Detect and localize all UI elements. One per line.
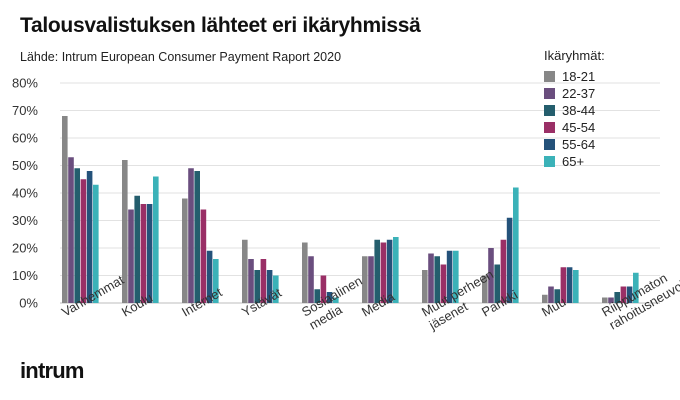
chart-source: Lähde: Intrum European Consumer Payment … bbox=[20, 50, 342, 64]
legend-label: 18-21 bbox=[562, 69, 595, 84]
legend-swatch bbox=[544, 139, 555, 150]
bar bbox=[506, 217, 513, 303]
bar bbox=[602, 297, 608, 303]
bar bbox=[614, 292, 620, 303]
bar bbox=[513, 187, 519, 303]
bar bbox=[260, 259, 267, 303]
y-tick-label: 50% bbox=[12, 158, 38, 173]
legend-label: 45-54 bbox=[562, 120, 595, 135]
bar bbox=[566, 267, 573, 303]
legend-swatch bbox=[544, 105, 555, 116]
bar bbox=[182, 198, 188, 303]
bars bbox=[62, 116, 639, 303]
bar bbox=[213, 259, 219, 303]
bar bbox=[153, 176, 159, 303]
bar bbox=[206, 250, 213, 303]
bar bbox=[194, 171, 200, 303]
chart-title: Talousvalistuksen lähteet eri ikäryhmiss… bbox=[20, 14, 421, 37]
bar bbox=[633, 272, 639, 303]
bar bbox=[393, 237, 399, 303]
bar bbox=[554, 289, 560, 303]
bar bbox=[488, 248, 494, 303]
bar bbox=[254, 270, 260, 303]
bar bbox=[302, 242, 308, 303]
bar bbox=[188, 168, 194, 303]
legend-label: 38-44 bbox=[562, 103, 595, 118]
bar bbox=[440, 264, 447, 303]
legend-label: 65+ bbox=[562, 154, 584, 169]
bar bbox=[146, 204, 153, 303]
x-tick-label: Riippumatonrahoitusneuvoja bbox=[599, 260, 680, 332]
bar bbox=[68, 157, 74, 303]
bar bbox=[446, 250, 453, 303]
y-tick-label: 60% bbox=[12, 131, 38, 146]
legend-swatch bbox=[544, 122, 555, 133]
bar bbox=[128, 209, 134, 303]
bar bbox=[482, 275, 488, 303]
bar bbox=[548, 286, 554, 303]
bar bbox=[386, 239, 393, 303]
bar bbox=[422, 270, 428, 303]
bar bbox=[453, 250, 459, 303]
bar bbox=[314, 289, 320, 303]
bar bbox=[266, 270, 273, 303]
bar bbox=[434, 256, 440, 303]
y-tick-label: 10% bbox=[12, 268, 38, 283]
y-tick-label: 40% bbox=[12, 186, 38, 201]
bar bbox=[200, 209, 207, 303]
bar bbox=[74, 168, 80, 303]
intrum-logo: intrum bbox=[20, 358, 84, 383]
bar bbox=[140, 204, 147, 303]
bar bbox=[134, 195, 140, 303]
bar bbox=[242, 239, 248, 303]
bar bbox=[320, 275, 327, 303]
bar bbox=[86, 171, 93, 303]
y-tick-label: 0% bbox=[19, 296, 38, 311]
y-tick-label: 30% bbox=[12, 213, 38, 228]
bar bbox=[560, 267, 567, 303]
bar bbox=[122, 160, 128, 303]
bar bbox=[368, 256, 374, 303]
bar bbox=[273, 275, 279, 303]
bar bbox=[494, 264, 500, 303]
y-tick-label: 70% bbox=[12, 103, 38, 118]
bar bbox=[542, 294, 548, 303]
bar bbox=[380, 242, 387, 303]
bar bbox=[500, 239, 507, 303]
y-tick-label: 20% bbox=[12, 241, 38, 256]
bar bbox=[626, 286, 633, 303]
bar bbox=[308, 256, 314, 303]
bar bbox=[573, 270, 579, 303]
bar bbox=[326, 292, 333, 303]
legend-swatch bbox=[544, 88, 555, 99]
bar bbox=[80, 179, 87, 303]
bar bbox=[333, 297, 339, 303]
bar bbox=[93, 184, 99, 303]
legend: Ikäryhmät: 18-21 22-37 38-44 45-54 55-64 65+ bbox=[544, 48, 605, 169]
bar bbox=[428, 253, 434, 303]
bar bbox=[62, 116, 68, 303]
y-tick-label: 80% bbox=[12, 76, 38, 91]
legend-swatch bbox=[544, 156, 555, 167]
bar bbox=[620, 286, 627, 303]
y-axis-ticks: 0% 10% 20% 30% 40% 50% 60% 70% 80% bbox=[12, 76, 38, 311]
legend-label: 55-64 bbox=[562, 137, 595, 152]
bar bbox=[608, 297, 614, 303]
bar bbox=[362, 256, 368, 303]
legend-title: Ikäryhmät: bbox=[544, 48, 605, 63]
bar bbox=[248, 259, 254, 303]
legend-swatch bbox=[544, 71, 555, 82]
legend-label: 22-37 bbox=[562, 86, 595, 101]
bar bbox=[374, 239, 380, 303]
